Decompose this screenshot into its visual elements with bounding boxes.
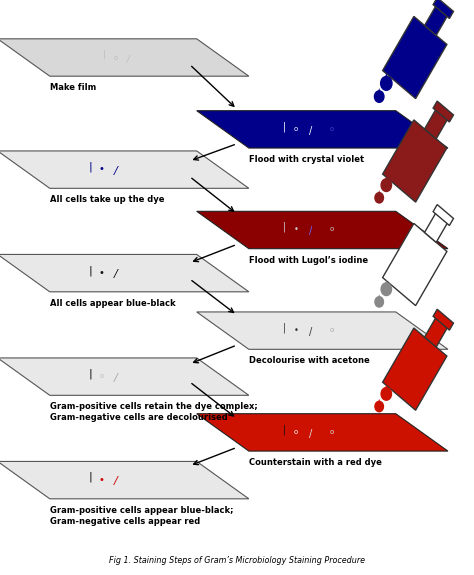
Polygon shape bbox=[197, 312, 448, 350]
Circle shape bbox=[375, 297, 383, 307]
Polygon shape bbox=[377, 399, 382, 407]
Text: |: | bbox=[283, 222, 286, 232]
Polygon shape bbox=[376, 88, 382, 97]
Polygon shape bbox=[425, 109, 447, 139]
Text: /: / bbox=[114, 476, 118, 486]
Text: |: | bbox=[88, 265, 92, 275]
Polygon shape bbox=[383, 120, 447, 202]
Circle shape bbox=[374, 91, 384, 102]
Text: Make film: Make film bbox=[50, 83, 96, 92]
Text: /: / bbox=[114, 166, 118, 176]
Text: •: • bbox=[99, 474, 105, 485]
Polygon shape bbox=[425, 213, 447, 243]
Text: Decolourise with acetone: Decolourise with acetone bbox=[249, 356, 370, 365]
Text: •: • bbox=[294, 225, 299, 234]
Text: •: • bbox=[99, 267, 105, 278]
Text: |: | bbox=[283, 323, 286, 333]
Text: /: / bbox=[309, 125, 312, 136]
Text: o: o bbox=[330, 126, 334, 132]
Polygon shape bbox=[377, 190, 382, 198]
Text: /: / bbox=[127, 55, 129, 64]
Text: o: o bbox=[100, 373, 104, 379]
Text: Gram-positive cells appear blue-black;
Gram-negative cells appear red: Gram-positive cells appear blue-black; G… bbox=[50, 506, 233, 526]
Text: o: o bbox=[294, 429, 298, 435]
Polygon shape bbox=[433, 309, 454, 330]
Polygon shape bbox=[433, 0, 454, 18]
Text: |: | bbox=[88, 472, 92, 482]
Circle shape bbox=[375, 401, 383, 412]
Polygon shape bbox=[197, 110, 448, 148]
Text: Fig 1. Staining Steps of Gram’s Microbiology Staining Procedure: Fig 1. Staining Steps of Gram’s Microbio… bbox=[109, 555, 365, 565]
Polygon shape bbox=[197, 414, 448, 451]
Circle shape bbox=[381, 283, 392, 296]
Text: /: / bbox=[309, 428, 312, 439]
Polygon shape bbox=[433, 101, 454, 122]
Text: o: o bbox=[294, 126, 298, 132]
Text: All cells appear blue-black: All cells appear blue-black bbox=[50, 299, 175, 308]
Circle shape bbox=[375, 193, 383, 203]
Text: Gram-positive cells retain the dye complex;
Gram-negative cells are decolourised: Gram-positive cells retain the dye compl… bbox=[50, 402, 257, 422]
Text: o: o bbox=[330, 429, 334, 435]
Polygon shape bbox=[383, 176, 389, 185]
Text: /: / bbox=[309, 226, 312, 236]
Circle shape bbox=[381, 76, 392, 90]
Text: |: | bbox=[283, 424, 286, 435]
Polygon shape bbox=[0, 358, 249, 396]
Polygon shape bbox=[383, 328, 447, 410]
Text: Counterstain with a red dye: Counterstain with a red dye bbox=[249, 458, 382, 467]
Text: |: | bbox=[88, 162, 92, 172]
Polygon shape bbox=[0, 39, 249, 76]
Text: Flood with Lugol’s iodine: Flood with Lugol’s iodine bbox=[249, 255, 368, 264]
Text: o: o bbox=[330, 327, 334, 333]
Circle shape bbox=[381, 388, 392, 400]
Polygon shape bbox=[425, 317, 447, 347]
Polygon shape bbox=[197, 211, 448, 248]
Text: o: o bbox=[114, 55, 118, 60]
Text: /: / bbox=[309, 327, 312, 337]
Text: •: • bbox=[294, 325, 299, 335]
Text: |: | bbox=[283, 121, 286, 132]
Polygon shape bbox=[0, 254, 249, 292]
Polygon shape bbox=[383, 384, 389, 394]
Text: /: / bbox=[114, 373, 118, 383]
Polygon shape bbox=[425, 6, 447, 36]
Text: All cells take up the dye: All cells take up the dye bbox=[50, 196, 164, 204]
Text: /: / bbox=[114, 269, 118, 279]
Text: •: • bbox=[99, 164, 105, 174]
Polygon shape bbox=[377, 294, 382, 302]
Circle shape bbox=[381, 179, 392, 191]
Polygon shape bbox=[383, 73, 390, 83]
Polygon shape bbox=[383, 17, 447, 98]
Text: o: o bbox=[330, 227, 334, 232]
Polygon shape bbox=[0, 151, 249, 189]
Polygon shape bbox=[383, 280, 389, 289]
Text: |: | bbox=[88, 369, 92, 379]
Text: |: | bbox=[103, 50, 106, 59]
Polygon shape bbox=[0, 461, 249, 499]
Text: Flood with crystal violet: Flood with crystal violet bbox=[249, 155, 364, 164]
Polygon shape bbox=[433, 205, 454, 225]
Polygon shape bbox=[383, 224, 447, 305]
